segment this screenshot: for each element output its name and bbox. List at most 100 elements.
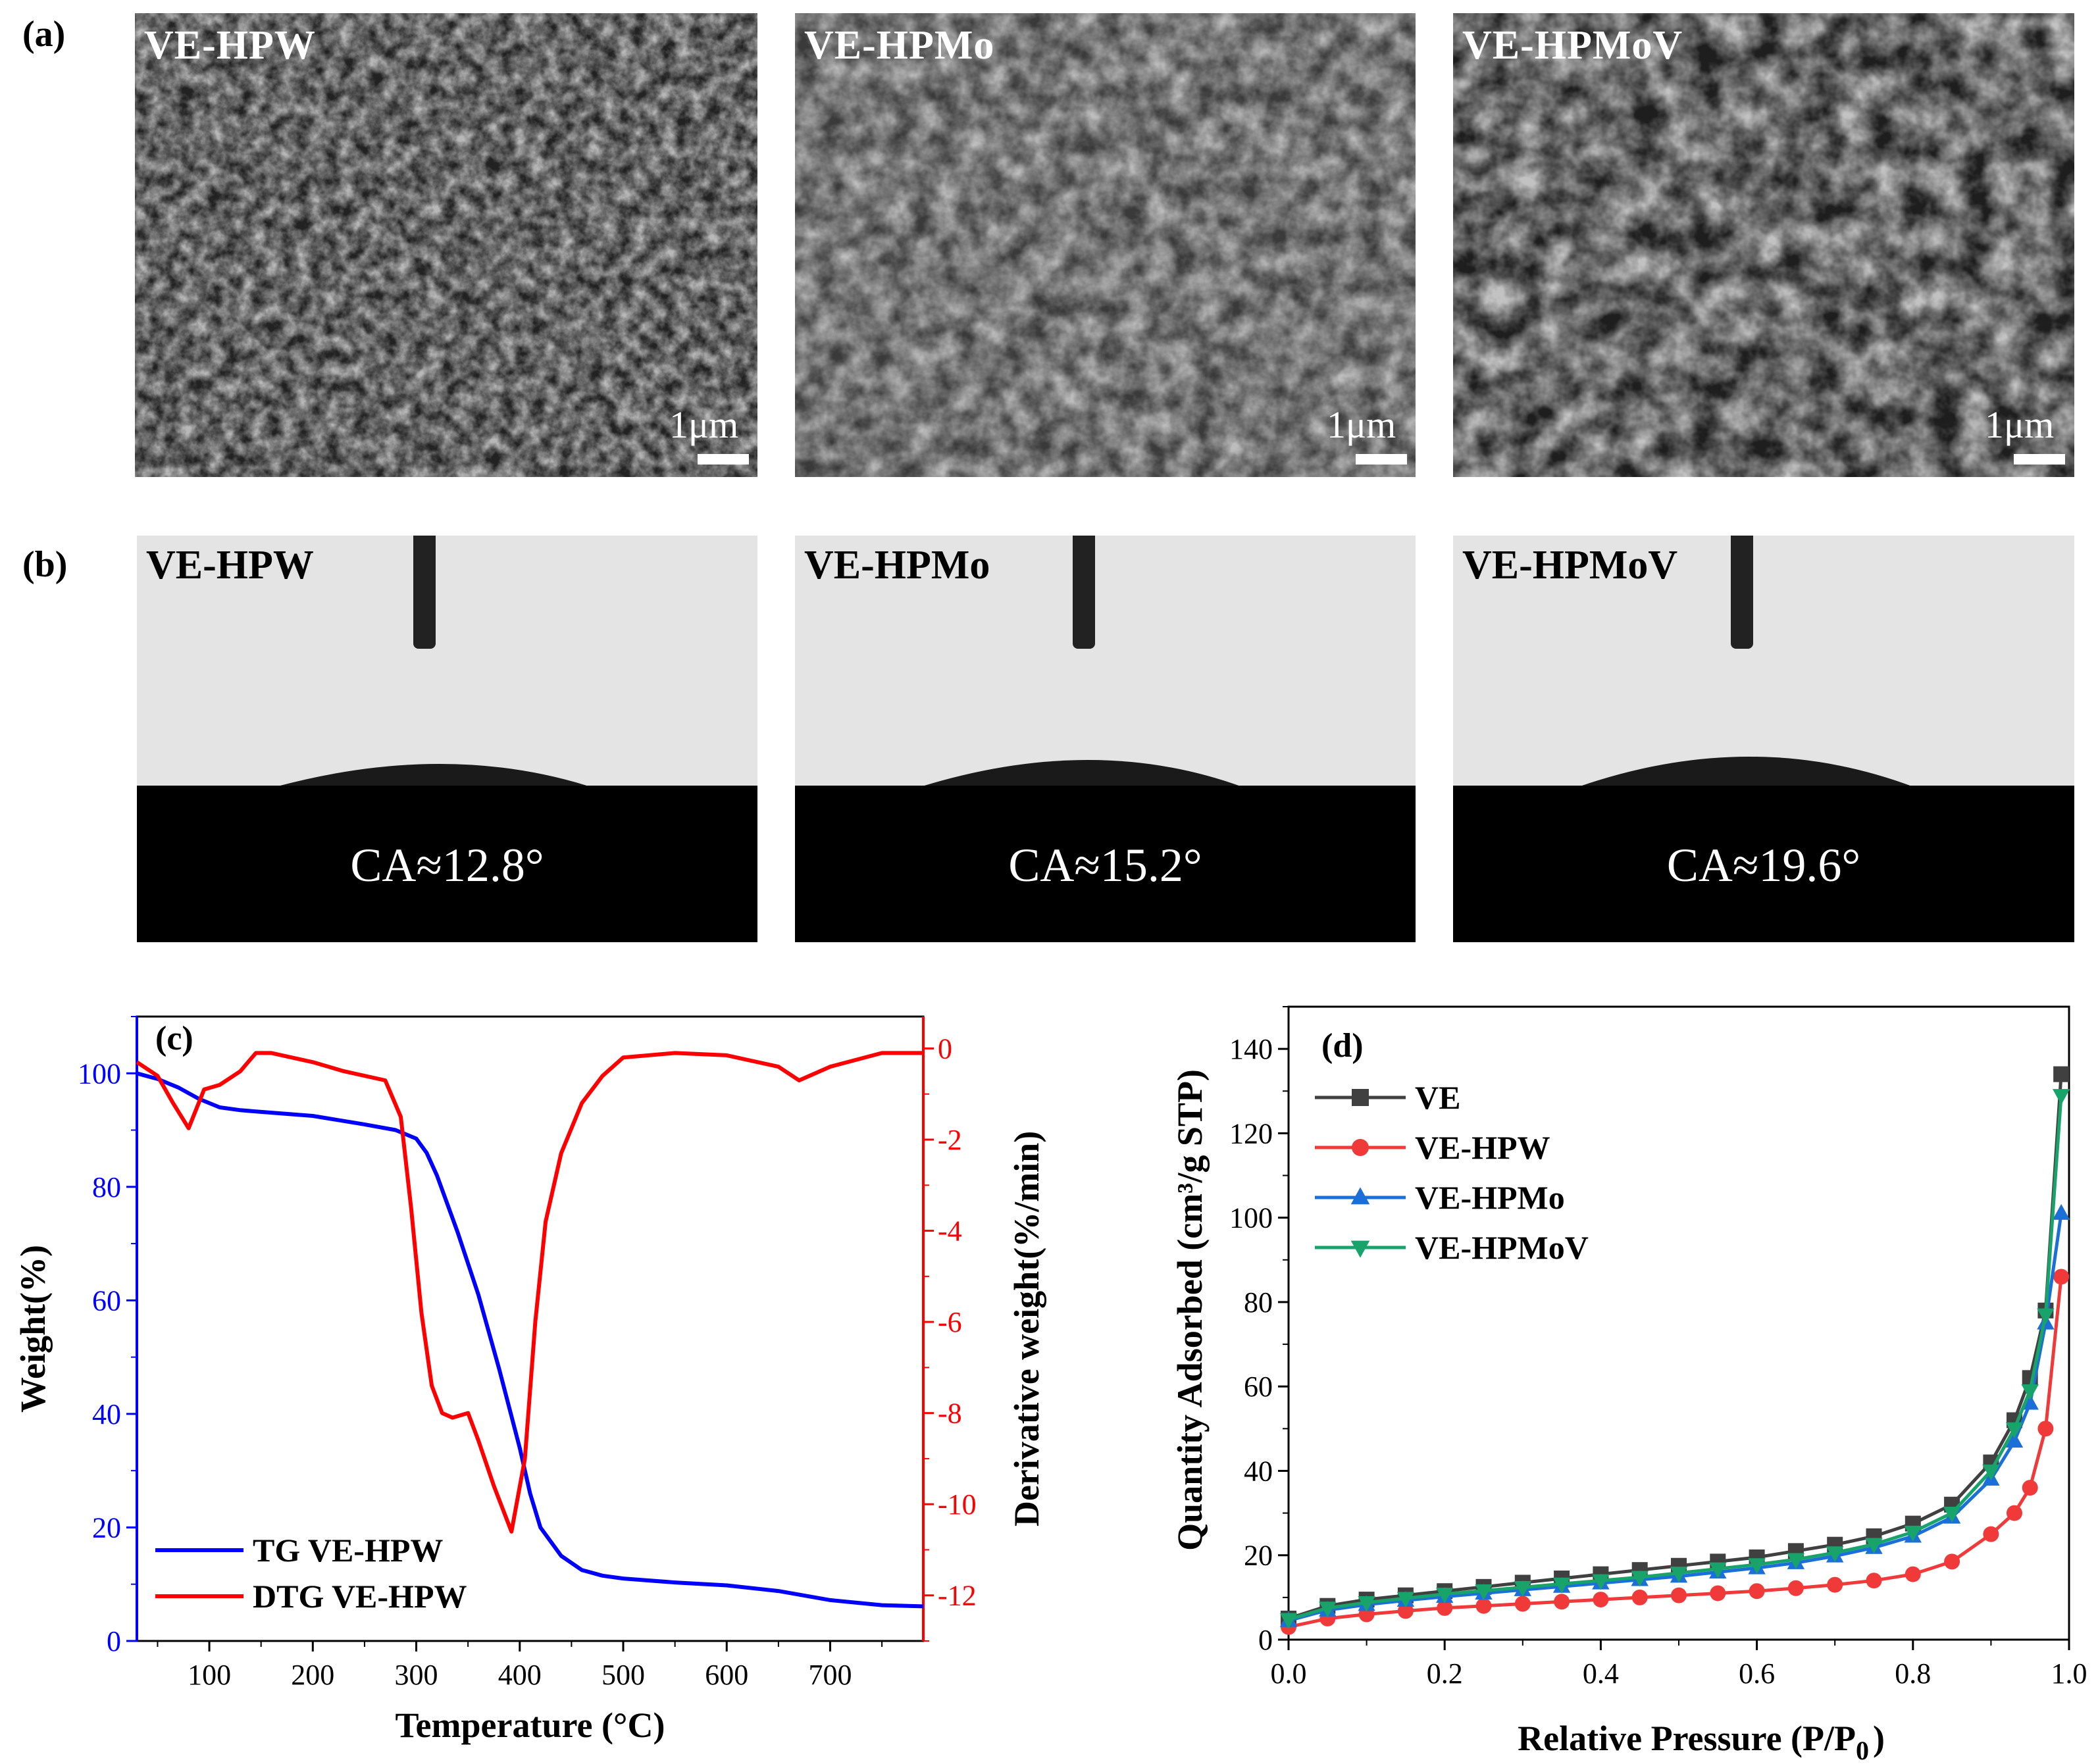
data-point (1514, 1596, 1531, 1612)
droplet (137, 764, 757, 942)
data-point (1279, 1613, 1298, 1629)
sem-image-ve-hpmo: VE-HPMo 1μm (795, 13, 1416, 477)
x-tick-label: 0.6 (1739, 1657, 1775, 1690)
data-point (1358, 1596, 1375, 1612)
y-tick-label: 100 (1229, 1202, 1273, 1234)
data-point (1827, 1576, 1843, 1593)
sample-label: VE-HPW (146, 543, 314, 588)
sample-label: VE-HPMoV (1462, 543, 1678, 588)
plot-frame (1287, 1005, 2070, 1641)
legend-label: VE-HPW (1415, 1129, 1550, 1166)
x-tick-label: 1.0 (2051, 1657, 2087, 1690)
y2-axis-title: Derivative weight(%/min) (1007, 1131, 1046, 1526)
contact-angle-image-ve-hpw: VE-HPW CA≈12.8° (137, 536, 757, 942)
sem-texture (135, 13, 757, 477)
legend-label: DTG VE-HPW (253, 1578, 467, 1615)
x-tick-label: 300 (395, 1659, 438, 1691)
data-point (2005, 1432, 2024, 1448)
y2-tick-label: 0 (938, 1032, 952, 1065)
sem-label: VE-HPMoV (1462, 23, 1683, 68)
sem-image-ve-hpmov: VE-HPMoV 1μm (1453, 13, 2074, 477)
x-tick-label: 700 (808, 1659, 852, 1691)
x-tick-label: 400 (498, 1659, 542, 1691)
scale-text: 1μm (1327, 403, 1396, 446)
contact-angle-value: CA≈15.2° (1008, 839, 1202, 892)
x-tick-label: 0.8 (1895, 1657, 1931, 1690)
data-point (1866, 1573, 1882, 1589)
sem-label: VE-HPMo (804, 23, 995, 68)
sem-image-ve-hpw: VE-HPW 1μm (135, 13, 757, 477)
x-tick-label: 0.4 (1583, 1657, 1619, 1690)
data-point (2037, 1421, 2054, 1437)
series-line (1288, 1095, 2063, 1621)
data-point (1437, 1600, 1453, 1616)
scale-bar (1356, 454, 1407, 465)
panel-label-b: (b) (22, 544, 68, 585)
y-tick-label: 20 (92, 1511, 121, 1544)
y-tick-label: 100 (78, 1057, 121, 1090)
y-tick-label: 0 (107, 1625, 121, 1657)
x-tick-label: 500 (601, 1659, 645, 1691)
droplet (1453, 757, 2074, 942)
data-point (1943, 1507, 1961, 1523)
data-point (2021, 1394, 2039, 1410)
y-tick-label: 60 (1244, 1371, 1273, 1403)
sem-texture (795, 13, 1416, 477)
contact-angle-value: CA≈12.8° (350, 839, 544, 892)
contact-angle-image-ve-hpmov: VE-HPMoV CA≈19.6° (1453, 536, 2074, 942)
y2-tick-label: -6 (938, 1306, 962, 1338)
sem-texture (1453, 13, 2074, 477)
x-axis-title: Temperature (°C) (395, 1705, 665, 1745)
data-point (2021, 1384, 2039, 1401)
data-point (1475, 1598, 1492, 1614)
data-point (2053, 1269, 2070, 1285)
x-tick-label: 0.0 (1271, 1657, 1307, 1690)
contact-angle-image-ve-hpmo: VE-HPMo CA≈15.2° (795, 536, 1416, 942)
needle (413, 536, 436, 649)
data-point (1631, 1589, 1648, 1605)
data-point (1554, 1594, 1570, 1610)
data-point (2053, 1066, 2070, 1082)
data-point (1749, 1583, 1765, 1600)
y2-tick-label: -2 (938, 1124, 962, 1156)
data-point (1905, 1566, 1921, 1582)
data-point (1826, 1546, 1844, 1563)
x-tick-label: 600 (705, 1659, 748, 1691)
scale-text: 1μm (1985, 403, 2055, 446)
panel-label-c: (c) (155, 1020, 193, 1057)
data-point (1748, 1558, 1766, 1575)
legend: VE VE-HPW VE-HPMo VE-HPMoV (1315, 1079, 1589, 1266)
legend-label: VE-HPMoV (1415, 1229, 1589, 1266)
data-point (1593, 1592, 1609, 1608)
data-point (1787, 1553, 1805, 1569)
needle (1731, 536, 1753, 649)
y2-tick-label: -8 (938, 1398, 962, 1430)
legend-marker (1352, 1139, 1369, 1156)
y-tick-label: 120 (1229, 1117, 1273, 1149)
legend-marker (1350, 1240, 1370, 1258)
needle (1073, 536, 1095, 649)
data-point (2022, 1480, 2038, 1496)
y-axis-title: Weight(%) (13, 1245, 53, 1413)
data-point (1710, 1585, 1726, 1601)
data-point (1904, 1525, 1922, 1542)
scale-bar (698, 454, 749, 465)
data-point (2052, 1203, 2070, 1220)
series-ve (1281, 1066, 2070, 1626)
y-tick-label: 80 (92, 1171, 121, 1203)
data-point (1787, 1580, 1804, 1596)
data-point (1475, 1584, 1493, 1601)
data-point (1514, 1580, 1531, 1597)
y-tick-label: 60 (92, 1284, 121, 1317)
data-point (1631, 1571, 1649, 1587)
y-tick-label: 20 (1244, 1540, 1273, 1572)
y-tick-label: 0 (1258, 1624, 1273, 1656)
data-point (2037, 1308, 2055, 1324)
y-tick-label: 80 (1244, 1286, 1273, 1319)
data-point (1670, 1567, 1688, 1583)
legend-marker (1352, 1089, 1369, 1106)
series-line (1288, 1074, 2063, 1621)
y2-tick-label: -12 (938, 1580, 977, 1612)
data-point (1983, 1526, 1999, 1542)
data-point (1944, 1553, 1960, 1570)
